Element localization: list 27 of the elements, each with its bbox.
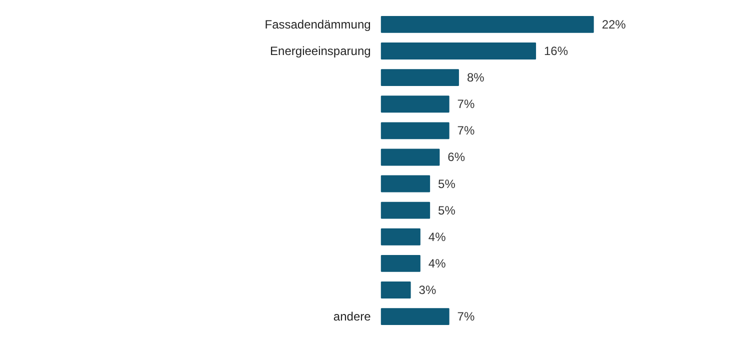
y-tick-label: Fassadendämmung (264, 17, 371, 32)
bar (380, 42, 536, 60)
data-label: 4% (428, 230, 446, 244)
bar (380, 175, 430, 192)
data-label: 7% (457, 310, 475, 324)
data-label: 5% (438, 203, 456, 218)
data-label: 5% (438, 176, 456, 191)
bar (380, 282, 411, 298)
bar (380, 254, 420, 272)
data-label: 4% (428, 256, 446, 270)
bar (380, 228, 420, 246)
bar (380, 96, 450, 113)
data-label: 22% (602, 17, 626, 32)
data-label: 8% (466, 70, 485, 85)
bar (380, 122, 450, 140)
data-label: 6% (448, 150, 466, 164)
data-label: 7% (457, 124, 475, 138)
data-label: 16% (544, 44, 568, 58)
data-label: 7% (457, 97, 475, 112)
y-tick-label: Energieeinsparung (270, 44, 371, 58)
data-label: 3% (418, 283, 436, 298)
bar (380, 308, 450, 326)
bar (380, 16, 594, 33)
bar (380, 202, 430, 219)
y-tick-label: andere (333, 310, 372, 324)
bar (380, 148, 440, 166)
bar (380, 69, 459, 86)
